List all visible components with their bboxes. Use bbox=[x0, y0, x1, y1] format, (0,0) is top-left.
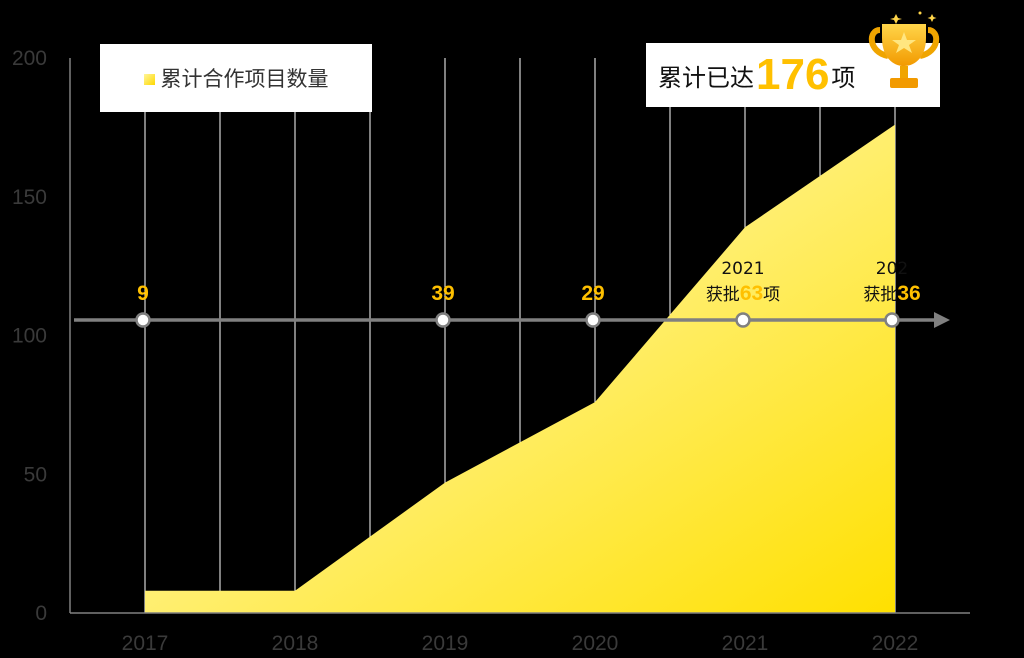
x-tick-label: 2020 bbox=[572, 632, 619, 655]
x-tick-label: 2022 bbox=[872, 632, 919, 655]
timeline-milestone: 2021 获批63项 bbox=[706, 259, 780, 328]
y-tick-label: 50 bbox=[24, 463, 47, 486]
milestone-dot bbox=[435, 312, 451, 328]
x-tick-label: 2021 bbox=[722, 632, 769, 655]
milestone-count: 39 bbox=[431, 282, 454, 305]
y-tick-label: 150 bbox=[12, 186, 47, 209]
y-tick-label: 200 bbox=[12, 47, 47, 70]
legend-label: 累计合作项目数量 bbox=[160, 67, 329, 91]
milestone-dot bbox=[135, 312, 151, 328]
timeline-milestone: 9 bbox=[135, 282, 151, 328]
milestone-dot bbox=[735, 312, 751, 328]
trophy-icon bbox=[868, 11, 940, 88]
milestone-count: 获批36 bbox=[863, 282, 920, 305]
total-value: 176 bbox=[756, 50, 830, 99]
y-tick-label: 100 bbox=[12, 325, 47, 348]
timeline-arrow bbox=[74, 312, 950, 328]
milestone-dot bbox=[884, 312, 900, 328]
timeline-milestones: 9 39 29 2021 获批63项 202 获批36 bbox=[135, 259, 921, 328]
milestone-count: 29 bbox=[581, 282, 604, 305]
x-tick-label: 2017 bbox=[122, 632, 169, 655]
milestone-year: 202 bbox=[876, 259, 908, 279]
y-axis-ticks: 0 50 100 150 200 bbox=[12, 47, 47, 625]
legend-swatch bbox=[143, 74, 155, 85]
milestone-count: 获批63项 bbox=[706, 282, 780, 305]
x-axis-ticks: 2017 2018 2019 2020 2021 2022 bbox=[122, 632, 919, 655]
total-prefix: 累计已达 bbox=[658, 63, 754, 92]
x-tick-label: 2019 bbox=[422, 632, 469, 655]
timeline-milestone: 39 bbox=[431, 282, 455, 328]
milestone-count: 9 bbox=[137, 282, 149, 305]
milestone-year: 2021 bbox=[721, 259, 764, 279]
milestone-dot bbox=[585, 312, 601, 328]
cumulative-area bbox=[145, 124, 895, 613]
y-tick-label: 0 bbox=[35, 602, 47, 625]
x-tick-label: 2018 bbox=[272, 632, 319, 655]
legend: 累计合作项目数量 bbox=[100, 44, 372, 112]
timeline-milestone: 202 获批36 bbox=[863, 259, 921, 328]
timeline-milestone: 29 bbox=[581, 282, 605, 328]
total-suffix: 项 bbox=[831, 63, 856, 92]
